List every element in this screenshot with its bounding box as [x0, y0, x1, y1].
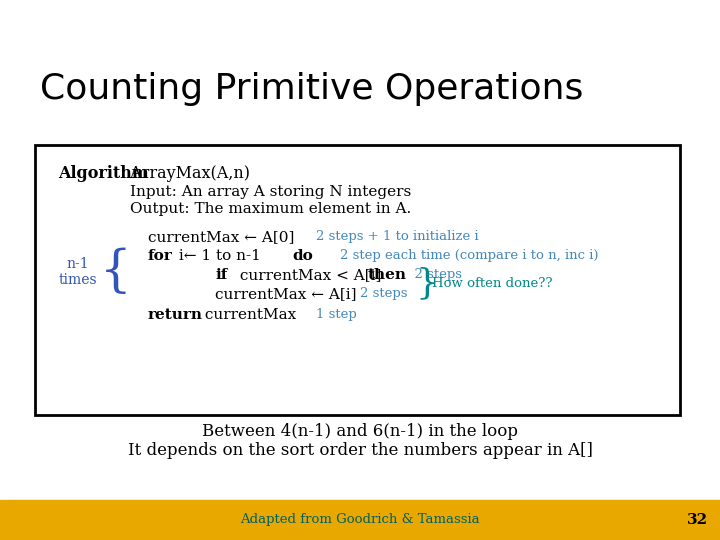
Text: i← 1 to n-1: i← 1 to n-1: [174, 249, 266, 263]
Text: Between 4(n-1) and 6(n-1) in the loop: Between 4(n-1) and 6(n-1) in the loop: [202, 423, 518, 440]
Text: currentMax: currentMax: [200, 308, 296, 322]
Text: 32: 32: [688, 513, 708, 527]
Text: ArrayMax(A,n): ArrayMax(A,n): [125, 165, 250, 182]
Text: It depends on the sort order the numbers appear in A[]: It depends on the sort order the numbers…: [127, 442, 593, 459]
Text: currentMax ← A[i]: currentMax ← A[i]: [215, 287, 356, 301]
Text: Counting Primitive Operations: Counting Primitive Operations: [40, 72, 583, 106]
Text: times: times: [59, 273, 97, 287]
Text: 2 steps: 2 steps: [406, 268, 462, 281]
Text: do: do: [292, 249, 312, 263]
Text: n-1: n-1: [67, 257, 89, 271]
Text: 2 steps + 1 to initialize i: 2 steps + 1 to initialize i: [316, 230, 479, 243]
Text: How often done??: How often done??: [432, 277, 552, 290]
Text: 2 step each time (compare i to n, inc i): 2 step each time (compare i to n, inc i): [340, 249, 598, 262]
Text: 1 step: 1 step: [316, 308, 356, 321]
Text: for: for: [148, 249, 173, 263]
Text: then: then: [368, 268, 407, 282]
Text: {: {: [100, 247, 132, 296]
Text: }: }: [415, 267, 438, 300]
Bar: [0, 500, 720, 540]
Text: Input: An array A storing N integers: Input: An array A storing N integers: [130, 185, 411, 199]
Text: return: return: [148, 308, 203, 322]
Text: if: if: [215, 268, 228, 282]
Text: 2 steps: 2 steps: [360, 287, 408, 300]
Text: Adapted from Goodrich & Tamassia: Adapted from Goodrich & Tamassia: [240, 514, 480, 526]
Text: Output: The maximum element in A.: Output: The maximum element in A.: [130, 202, 411, 216]
Text: Algorithm: Algorithm: [58, 165, 148, 182]
Text: currentMax ← A[0]: currentMax ← A[0]: [148, 230, 294, 244]
Text: currentMax < A[i]: currentMax < A[i]: [235, 268, 386, 282]
FancyBboxPatch shape: [35, 145, 680, 415]
